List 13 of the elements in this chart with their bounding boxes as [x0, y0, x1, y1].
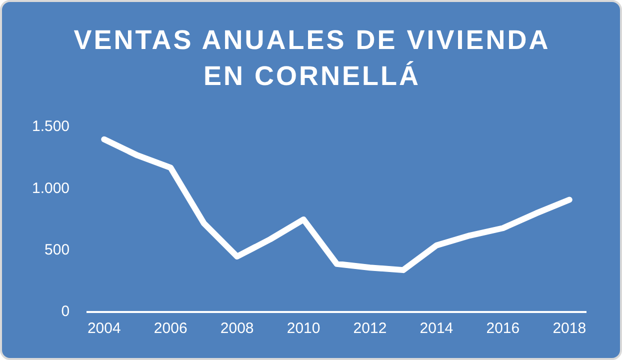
- chart-title: VENTAS ANUALES DE VIVIENDA EN CORNELLÁ: [72, 24, 552, 93]
- y-tick-label: 0: [61, 303, 70, 320]
- x-tick-label: 2008: [220, 320, 254, 338]
- x-tick-label: 2016: [486, 320, 520, 338]
- y-tick-label: 500: [44, 241, 70, 258]
- x-tick-label: 2010: [286, 320, 320, 338]
- x-tick-label: 2012: [353, 320, 387, 338]
- x-tick-label: 2004: [87, 320, 121, 338]
- x-tick-label: 2006: [154, 320, 188, 338]
- y-tick-label: 1.500: [32, 118, 70, 136]
- x-tick-label: 2014: [420, 320, 454, 338]
- y-tick-label: 1.000: [32, 180, 70, 197]
- x-tick-label: 2018: [552, 320, 586, 338]
